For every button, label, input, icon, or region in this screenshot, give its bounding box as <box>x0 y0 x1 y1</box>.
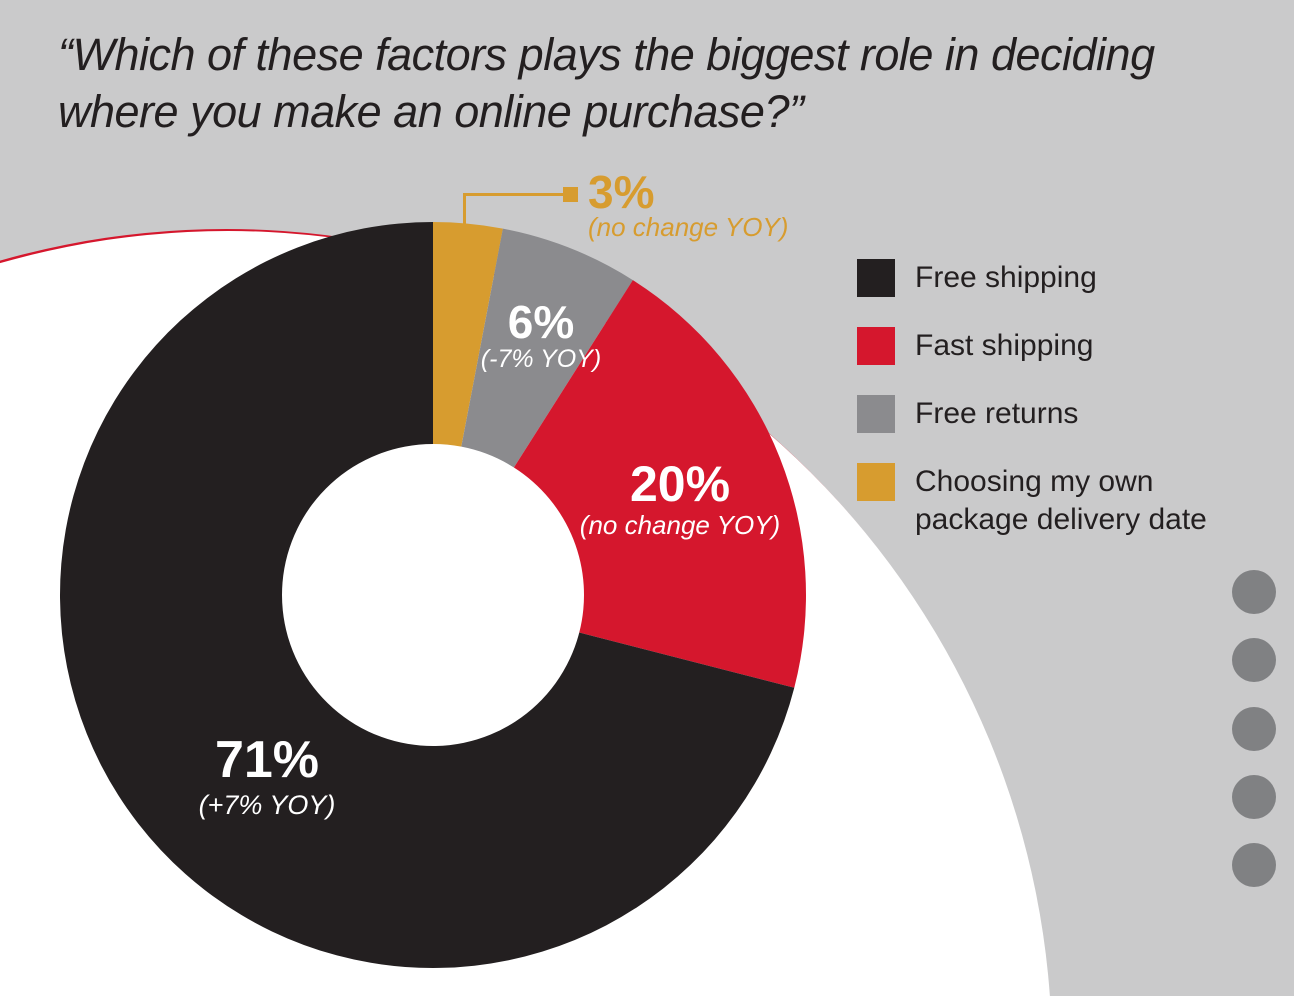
legend-swatch-free-shipping <box>857 259 895 297</box>
legend-swatch-fast-shipping <box>857 327 895 365</box>
segment-label-free-returns: 6% (-7% YOY) <box>481 298 601 372</box>
segment-yoy-fast-shipping: (no change YOY) <box>579 510 781 540</box>
chart-title-line2: where you make an online purchase?” <box>58 86 804 137</box>
segment-label-fast-shipping: 20% (no change YOY) <box>580 458 780 540</box>
legend-row-free-shipping: Free shipping <box>857 259 1217 297</box>
donut-segment <box>433 222 503 447</box>
legend-row-fast-shipping: Fast shipping <box>857 327 1217 365</box>
legend-row-delivery-date: Choosing my own package delivery date <box>857 463 1217 539</box>
segment-yoy-free-returns: (-7% YOY) <box>480 345 602 373</box>
callout-square-marker <box>563 187 578 202</box>
legend-swatch-delivery-date <box>857 463 895 501</box>
donut-segment <box>461 228 633 468</box>
decorative-dot <box>1232 843 1276 887</box>
legend-label-delivery-date: Choosing my own package delivery date <box>915 465 1207 536</box>
segment-percent-fast-shipping: 20% <box>629 456 731 512</box>
segment-yoy-delivery-date: (no change YOY) <box>588 212 789 242</box>
segment-percent-free-shipping: 71% <box>214 731 320 789</box>
segment-label-free-shipping: 71% (+7% YOY) <box>199 732 336 822</box>
donut-segment <box>59 222 795 969</box>
legend: Free shipping Fast shipping Free returns… <box>857 259 1217 569</box>
decorative-dot <box>1232 775 1276 819</box>
legend-label-free-returns: Free returns <box>915 397 1079 430</box>
chart-title: “Which of these factors plays the bigges… <box>58 26 1155 140</box>
segment-yoy-free-shipping: (+7% YOY) <box>198 790 336 820</box>
callout-line-vertical <box>463 193 466 224</box>
legend-label-free-shipping: Free shipping <box>915 261 1097 294</box>
chart-title-line1: “Which of these factors plays the bigges… <box>58 29 1155 80</box>
decorative-dot <box>1232 707 1276 751</box>
segment-label-delivery-date: 3% (no change YOY) <box>588 166 789 242</box>
legend-label-fast-shipping: Fast shipping <box>915 329 1094 362</box>
segment-percent-delivery-date: 3% <box>588 166 655 218</box>
decorative-dot <box>1232 570 1276 614</box>
legend-swatch-free-returns <box>857 395 895 433</box>
donut-segment <box>513 280 806 688</box>
segment-percent-free-returns: 6% <box>507 296 575 348</box>
legend-row-free-returns: Free returns <box>857 395 1217 433</box>
decorative-dot <box>1232 638 1276 682</box>
callout-line-horizontal <box>463 193 564 196</box>
